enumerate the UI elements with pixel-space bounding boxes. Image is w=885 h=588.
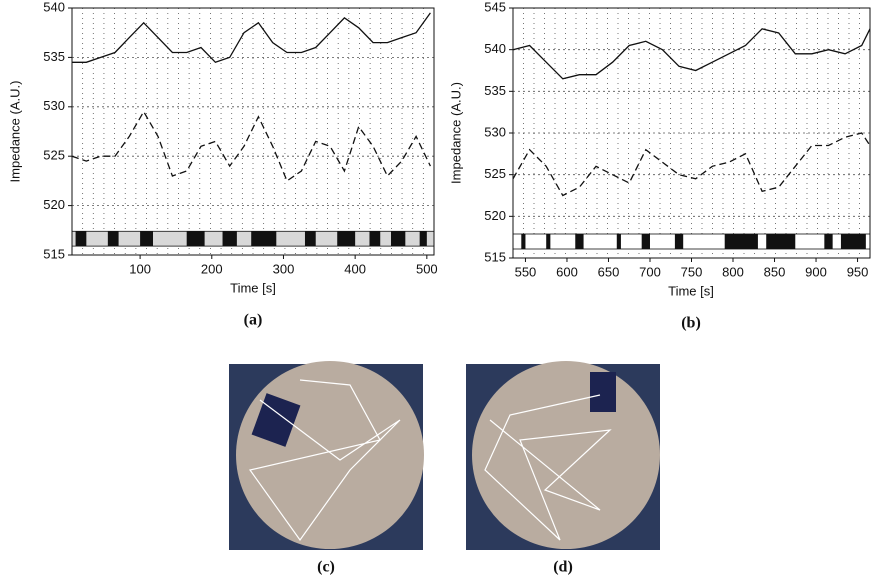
line <box>512 28 871 80</box>
activity-bar <box>419 231 427 247</box>
activity-bar <box>616 234 621 249</box>
activity-bar <box>337 231 356 247</box>
x-axis-label: Time [s] <box>668 283 714 298</box>
activity-bar <box>75 231 87 247</box>
activity-bar <box>724 234 758 249</box>
x-tick-label: 900 <box>805 264 827 279</box>
y-tick-label: 545 <box>484 0 506 14</box>
x-tick-label: 650 <box>598 264 620 279</box>
activity-bar <box>251 231 277 247</box>
activity-bar <box>840 234 866 249</box>
activity-strip <box>512 233 871 250</box>
x-tick-label: 850 <box>764 264 786 279</box>
y-tick-label: 530 <box>484 124 506 139</box>
caption: (a) <box>244 312 263 329</box>
x-tick-label: 500 <box>416 261 438 276</box>
line <box>72 12 431 64</box>
y-tick-label: 520 <box>484 208 506 223</box>
caption: (c) <box>317 559 335 576</box>
x-tick-label: 700 <box>639 264 661 279</box>
y-tick-label: 515 <box>484 249 506 264</box>
activity-bar <box>140 231 154 247</box>
x-tick-label: 750 <box>681 264 703 279</box>
y-tick-label: 525 <box>43 148 65 163</box>
photo-c <box>229 361 424 550</box>
y-tick-label: 530 <box>43 98 65 113</box>
activity-bar <box>674 234 684 249</box>
x-tick-label: 950 <box>847 264 869 279</box>
activity-bar <box>521 234 526 249</box>
activity-bar <box>575 234 584 249</box>
activity-bar <box>222 231 237 247</box>
activity-bar <box>390 231 406 247</box>
plot-frame <box>71 7 435 256</box>
activity-bar <box>824 234 833 249</box>
activity-bar <box>766 234 796 249</box>
plot-frame <box>512 7 871 259</box>
x-tick-label: 400 <box>344 261 366 276</box>
activity-bar <box>546 234 551 249</box>
caption: (d) <box>553 559 573 576</box>
y-tick-label: 535 <box>43 49 65 64</box>
y-tick-label: 535 <box>484 83 506 98</box>
y-tick-label: 540 <box>43 0 65 14</box>
x-tick-label: 100 <box>129 261 151 276</box>
x-tick-label: 300 <box>273 261 295 276</box>
y-axis-label: Impedance (A.U.) <box>448 82 463 184</box>
y-tick-label: 525 <box>484 166 506 181</box>
activity-bar <box>304 231 316 247</box>
activity-bar <box>107 231 119 247</box>
y-tick-label: 540 <box>484 41 506 56</box>
line <box>512 132 871 197</box>
x-tick-label: 200 <box>201 261 223 276</box>
activity-bar <box>369 231 381 247</box>
x-tick-label: 800 <box>722 264 744 279</box>
y-axis-label: Impedance (A.U.) <box>7 81 22 183</box>
caption: (b) <box>681 315 701 332</box>
y-tick-label: 520 <box>43 197 65 212</box>
y-tick-label: 515 <box>43 246 65 261</box>
activity-bar <box>186 231 205 247</box>
line <box>71 110 431 182</box>
x-tick-label: 600 <box>556 264 578 279</box>
activity-bar <box>641 234 650 249</box>
x-tick-label: 550 <box>515 264 537 279</box>
photo-d <box>466 361 660 550</box>
x-axis-label: Time [s] <box>230 280 276 295</box>
